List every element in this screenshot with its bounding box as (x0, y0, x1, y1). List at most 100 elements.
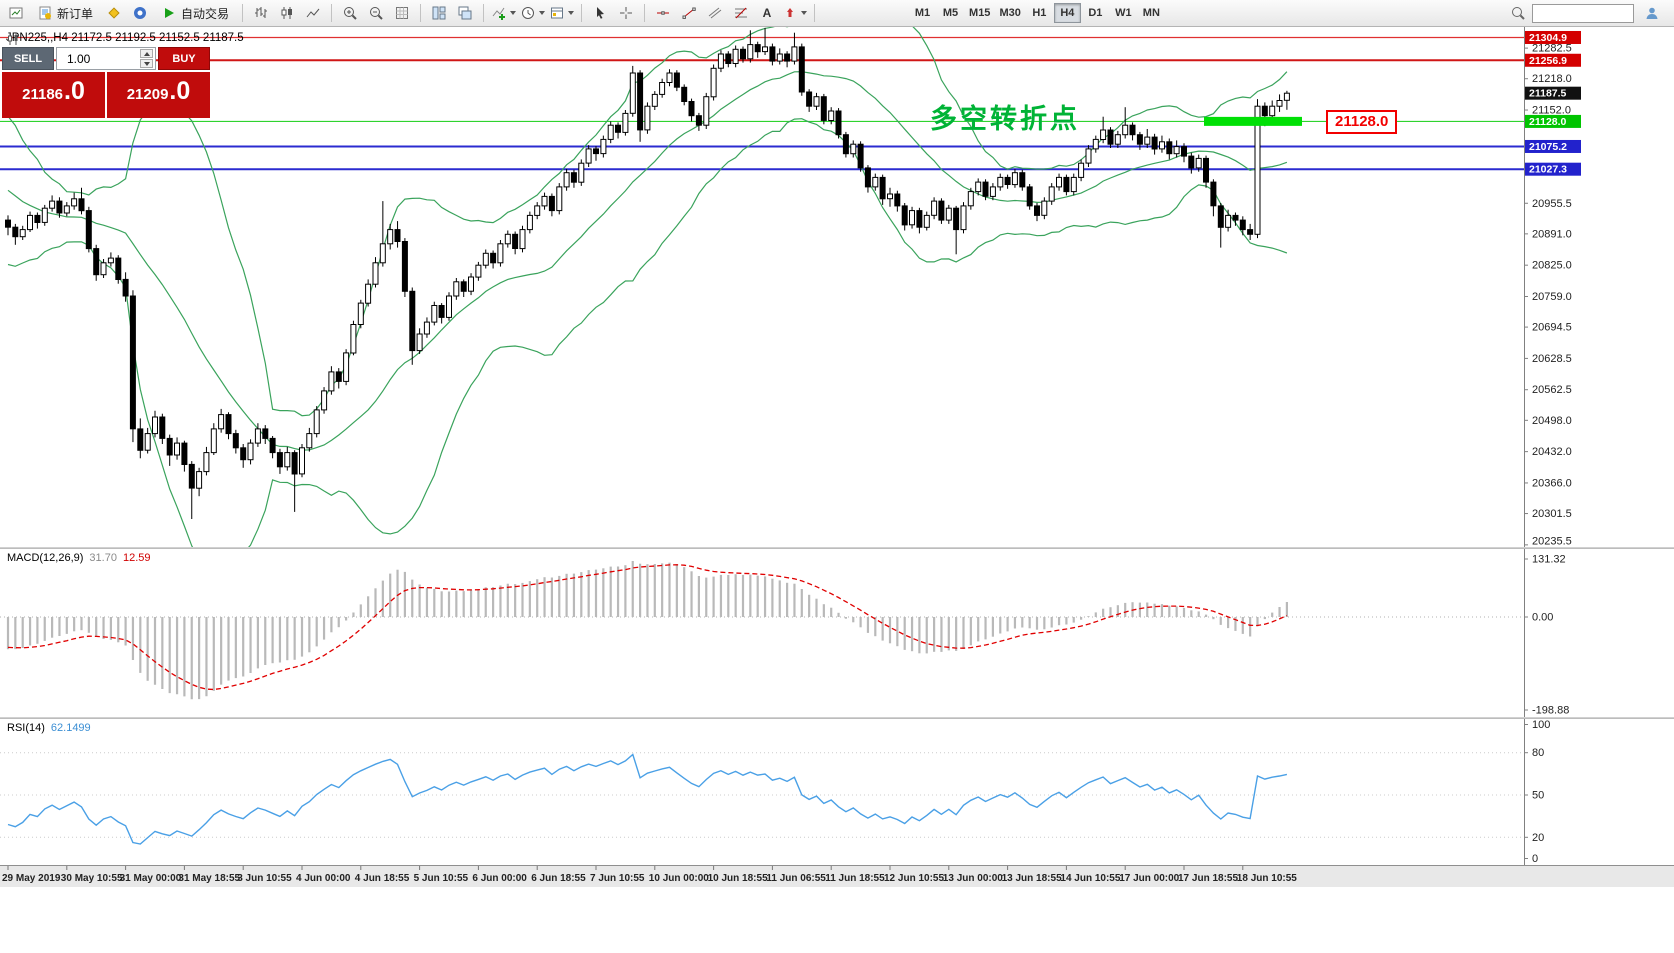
candle-body (570, 172, 577, 183)
timeframe-MN-button[interactable]: MN (1142, 7, 1160, 19)
price-tick-label: 20891.0 (1532, 228, 1572, 240)
price-tick-label: 20498.0 (1532, 415, 1572, 427)
chart-annotation-text[interactable]: 多空转折点 (930, 104, 1080, 134)
timeframe-H1-button[interactable]: H1 (1032, 7, 1047, 19)
new-chart-button[interactable] (4, 2, 28, 24)
time-axis[interactable]: 29 May 2019 30 May 10:55 31 May 00:00 31 Ma… (0, 865, 1674, 887)
main-chart-panel: 21282.5 21218.0 21152.0 20955.5 20891.0 20825… (0, 27, 1674, 547)
arrows-tool-button[interactable] (781, 2, 808, 24)
metaeditor-button[interactable] (102, 2, 126, 24)
indicators-button[interactable] (490, 2, 517, 24)
candle-body (1166, 141, 1173, 155)
trendline-tool-button[interactable] (677, 2, 701, 24)
candle-body (659, 82, 666, 95)
horizontal-line-tool-button[interactable] (651, 2, 675, 24)
candle-body (526, 214, 533, 231)
new-order-button[interactable]: 新订单 (30, 2, 100, 24)
rsi-canvas[interactable]: 100 80 50 20 0 (0, 719, 1674, 865)
cascade-windows-button[interactable] (453, 2, 477, 24)
main-toolbar: 新订单 自动交易 (0, 0, 1674, 27)
timeframe-W1-button[interactable]: W1 (1115, 7, 1132, 19)
auto-arrange-button[interactable] (390, 2, 414, 24)
chart-symbol-icon (8, 33, 18, 45)
grid-icon (396, 7, 409, 19)
buy-button[interactable]: BUY (158, 47, 210, 70)
price-tag (1525, 86, 1581, 100)
templates-button[interactable] (548, 2, 575, 24)
panel-separator[interactable] (0, 717, 1674, 719)
candle-body (1004, 176, 1011, 185)
price-tag-text: 21128.0 (1529, 116, 1567, 128)
line-chart-button[interactable] (301, 2, 325, 24)
bid-price-button[interactable]: 21186.0 (2, 72, 105, 118)
candlestick-chart-button[interactable] (275, 2, 299, 24)
volume-field[interactable]: 1.00 (56, 47, 156, 70)
price-tick-label: 21282.5 (1532, 43, 1572, 55)
rsi-scale-label: 20 (1532, 832, 1544, 844)
channel-tool-button[interactable] (703, 2, 727, 24)
candle-body (152, 416, 158, 435)
candle-body (901, 205, 908, 226)
toolbar-search-input[interactable] (1532, 3, 1634, 23)
candle-body (468, 276, 474, 292)
candle-body (512, 233, 519, 250)
toolbar-search (1532, 3, 1634, 23)
mql5-button[interactable] (128, 2, 152, 24)
candle-body (1085, 148, 1092, 164)
horizontal-line-icon (657, 11, 670, 15)
macd-label: MACD(12,26,9) 31.70 12.59 (7, 552, 150, 564)
candle-body (622, 112, 629, 133)
crosshair-button[interactable] (614, 2, 638, 24)
panel-separator[interactable] (0, 547, 1674, 549)
candle-body (269, 437, 276, 454)
candle-body (1247, 229, 1254, 235)
candle-body (41, 207, 48, 223)
autotrading-button[interactable]: 自动交易 (154, 2, 236, 24)
tile-windows-button[interactable] (427, 2, 451, 24)
periods-button[interactable] (519, 2, 546, 24)
candle-body (688, 101, 695, 117)
candle-body (446, 295, 452, 318)
candle-body (989, 186, 996, 197)
timeframe-M1-button[interactable]: M1 (914, 7, 931, 19)
volume-up-button[interactable] (140, 49, 153, 58)
candle-body (1210, 181, 1217, 207)
zoom-out-icon (370, 7, 383, 20)
sell-button[interactable]: SELL (2, 47, 54, 70)
ask-price-button[interactable]: 21209.0 (107, 72, 210, 118)
zoom-in-button[interactable] (338, 2, 362, 24)
timeframe-D1-button[interactable]: D1 (1088, 7, 1103, 19)
candle-body (629, 72, 636, 114)
volume-down-button[interactable] (140, 59, 153, 68)
price-tick-label: 20955.5 (1532, 198, 1572, 210)
macd-scale-label: -198.88 (1532, 705, 1569, 717)
candle-body (1225, 214, 1232, 228)
fibonacci-tool-button[interactable] (729, 2, 753, 24)
candle-body (438, 305, 445, 318)
timeframe-H4-button[interactable]: H4 (1053, 3, 1081, 23)
candle-body (1217, 205, 1224, 228)
timeframe-M30-button[interactable]: M30 (999, 7, 1021, 19)
candle-body (306, 433, 313, 449)
price-tick-label: 20759.0 (1532, 291, 1572, 303)
timeframe-M5-button[interactable]: M5 (942, 7, 959, 19)
candle-body (416, 333, 423, 352)
zoom-out-button[interactable] (364, 2, 388, 24)
community-button[interactable] (1640, 2, 1664, 24)
svg-text:A: A (763, 6, 772, 20)
candle-body (291, 452, 298, 475)
macd-canvas[interactable]: 131.32 0.00 -198.88 (0, 549, 1674, 717)
price-chart-canvas[interactable]: 21282.5 21218.0 21152.0 20955.5 20891.0 20825… (0, 27, 1674, 547)
candle-body (1063, 176, 1070, 193)
price-tick-label: 21152.0 (1532, 105, 1571, 117)
text-tool-button[interactable]: A (755, 2, 779, 24)
timeframe-M15-button[interactable]: M15 (969, 7, 991, 19)
candle-body (262, 428, 269, 439)
new-order-label: 新订单 (57, 6, 94, 21)
candle-body (1100, 129, 1107, 140)
level-price-label[interactable]: 21128.0 (1326, 110, 1398, 134)
candle-body (681, 86, 688, 102)
autotrading-label: 自动交易 (181, 6, 230, 21)
bar-chart-button[interactable] (249, 2, 273, 24)
cursor-button[interactable] (588, 2, 612, 24)
